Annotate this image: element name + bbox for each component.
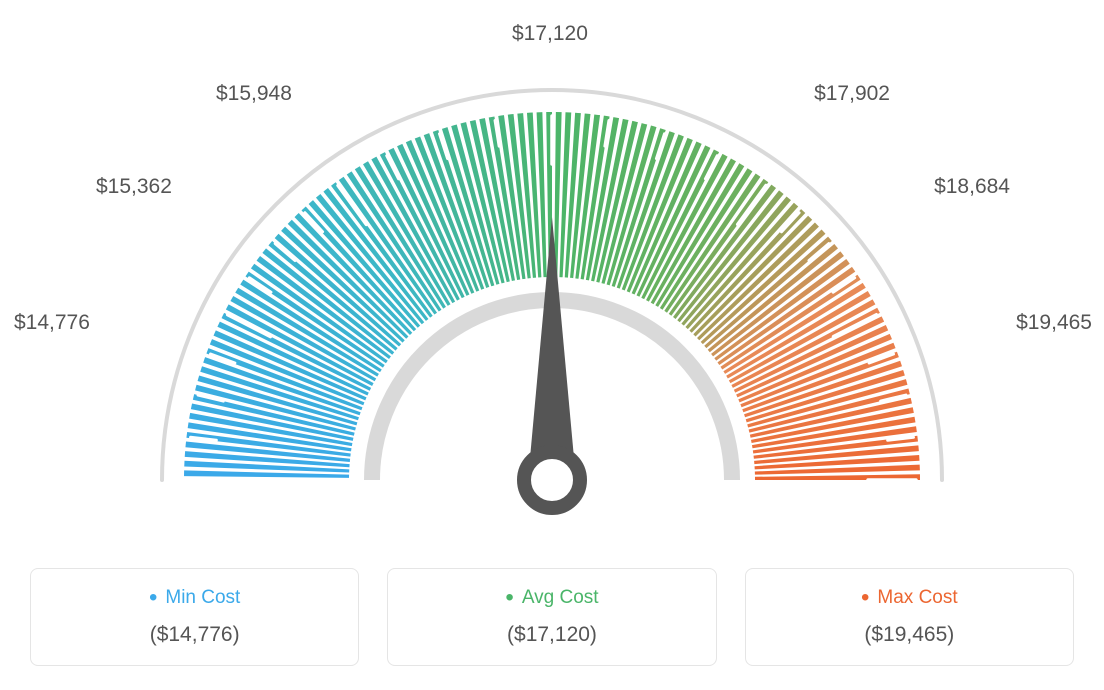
dot-icon: • [149, 593, 157, 603]
legend-value-avg: ($17,120) [398, 623, 705, 647]
legend-title-avg: • Avg Cost [398, 587, 705, 609]
legend-row: •Min Cost ($14,776) •Avg Cost ($17,120) … [0, 568, 1104, 666]
legend-card-max: • Max Cost ($19,465) [745, 568, 1074, 666]
legend-card-min: • Min Cost ($14,776) [30, 568, 359, 666]
legend-value-max: ($19,465) [756, 623, 1063, 647]
dot-icon: • [505, 593, 513, 603]
gauge-tick-label: $17,902 [810, 82, 890, 106]
gauge-tick-label: $17,120 [512, 22, 588, 46]
gauge-tick-label: $14,776 [14, 311, 90, 335]
gauge-svg [0, 20, 1104, 540]
legend-title-text: Max Cost [877, 587, 957, 608]
dot-icon: • [861, 593, 869, 603]
legend-value-min: ($14,776) [41, 623, 348, 647]
gauge-chart: $14,776 $15,362 $15,948 $17,120 $17,902 $18,6… [0, 20, 1104, 560]
gauge-tick-label: $15,362 [96, 175, 172, 199]
gauge-tick-label: $15,948 [216, 82, 292, 106]
gauge-tick-label: $18,684 [930, 175, 1010, 199]
chart-container: $14,776 $15,362 $15,948 $17,120 $17,902 $18,6… [0, 0, 1104, 690]
gauge-tick-label: $19,465 [1012, 311, 1092, 335]
legend-card-avg: • Avg Cost ($17,120) [387, 568, 716, 666]
legend-title-min: • Min Cost [41, 587, 348, 609]
legend-title-text: Avg Cost [522, 587, 599, 608]
legend-title-max: • Max Cost [756, 587, 1063, 609]
legend-title-text: Min Cost [165, 587, 240, 608]
